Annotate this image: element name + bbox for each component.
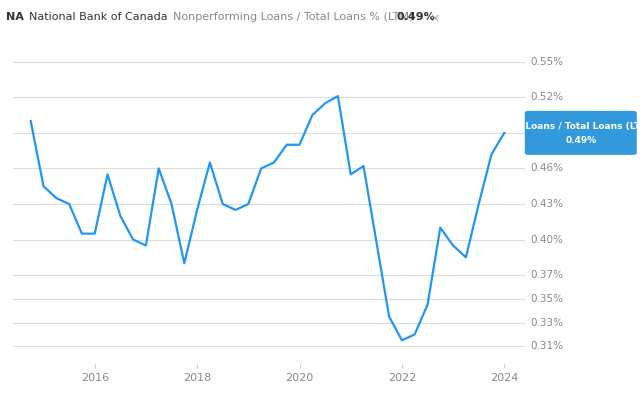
Text: 0.35%: 0.35%: [530, 294, 563, 304]
Text: 0.43%: 0.43%: [530, 199, 563, 209]
Text: ×: ×: [429, 12, 439, 25]
Text: 0.55%: 0.55%: [530, 57, 563, 67]
Text: NP Loans / Total Loans (LTM): NP Loans / Total Loans (LTM): [508, 122, 640, 131]
Text: 0.40%: 0.40%: [530, 234, 563, 244]
Text: 0.46%: 0.46%: [530, 164, 563, 174]
Text: 0.52%: 0.52%: [530, 92, 563, 102]
Text: 0.33%: 0.33%: [530, 318, 563, 328]
Text: 0.49%: 0.49%: [565, 136, 596, 145]
Text: 0.49%: 0.49%: [530, 128, 563, 138]
Text: 0.31%: 0.31%: [530, 341, 563, 351]
Text: National Bank of Canada: National Bank of Canada: [29, 12, 168, 22]
Text: 0.49%: 0.49%: [397, 12, 436, 22]
Text: Nonperforming Loans / Total Loans % (LTM): Nonperforming Loans / Total Loans % (LTM…: [173, 12, 413, 22]
Text: 0.37%: 0.37%: [530, 270, 563, 280]
Text: NA: NA: [6, 12, 24, 22]
